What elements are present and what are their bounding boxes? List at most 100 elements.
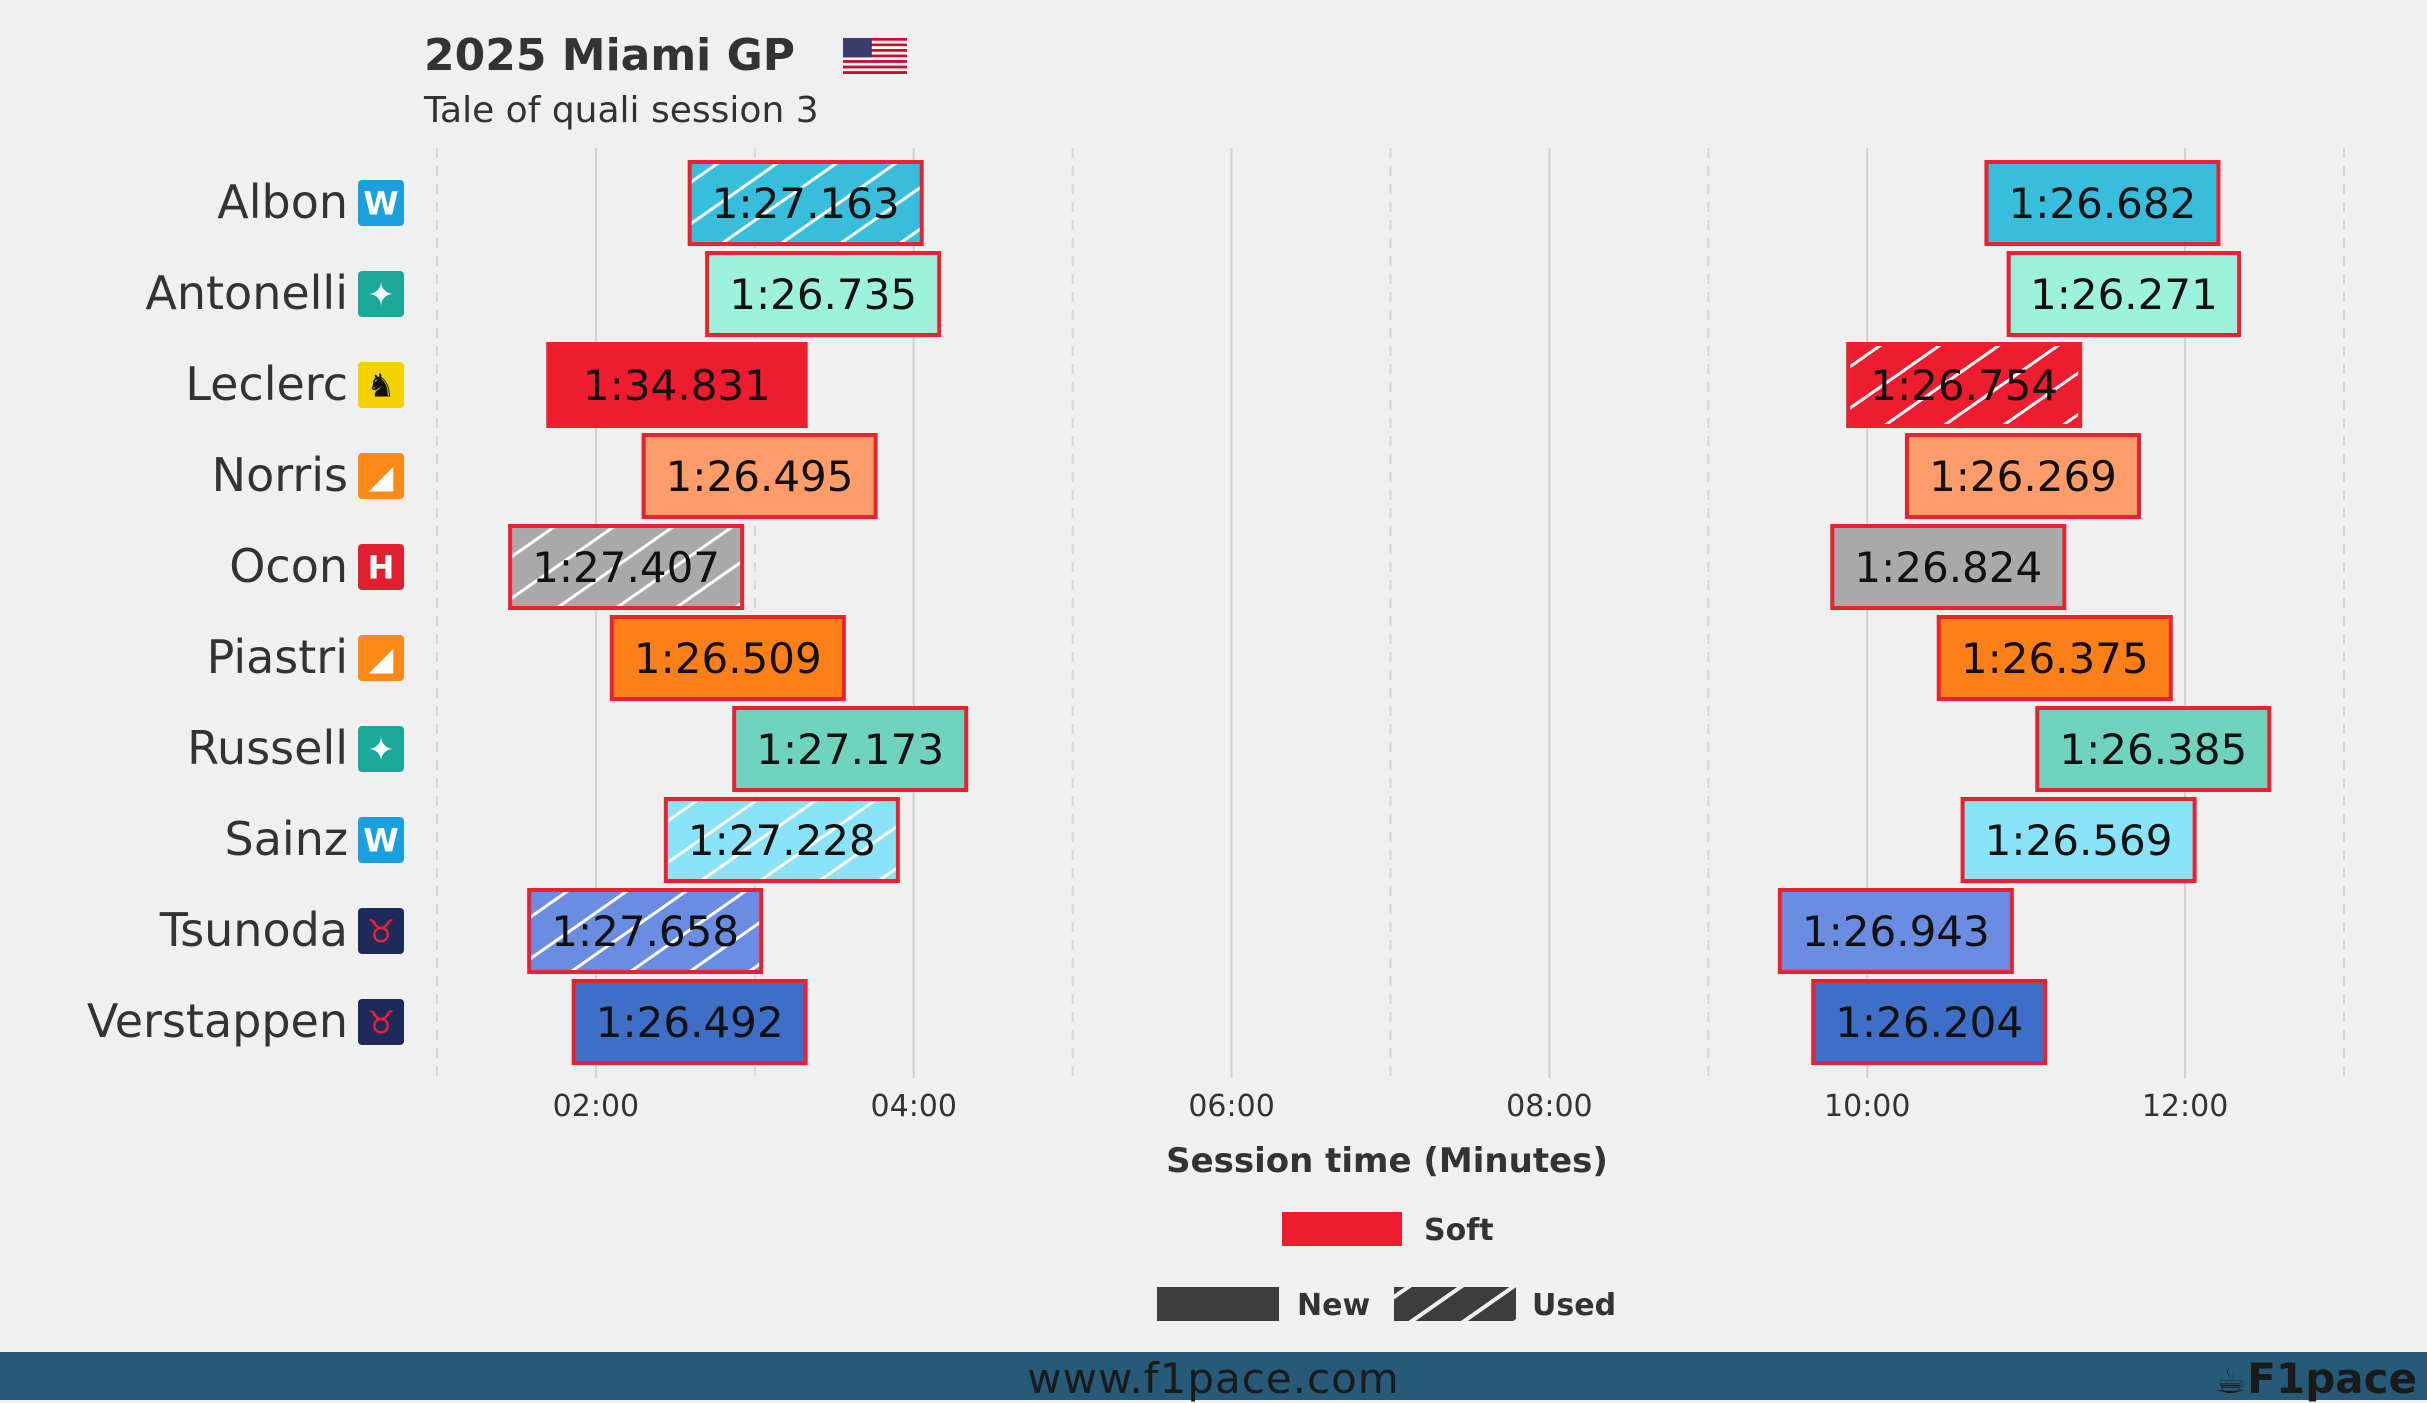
lap-bar: 1:26.385	[2035, 706, 2272, 792]
lap-bar-border	[732, 706, 969, 792]
lap-bar: 1:26.495	[641, 433, 878, 519]
footer-url[interactable]: www.f1pace.com	[1027, 1354, 1400, 1403]
lap-time-label: 1:27.658	[551, 907, 739, 956]
lap-time-label: 1:26.385	[2059, 725, 2247, 774]
legend-used-label: Used	[1532, 1288, 1616, 1323]
lap-bar: 1:27.228	[663, 797, 900, 883]
flag-canton	[843, 38, 872, 58]
x-tick-label: 02:00	[553, 1089, 639, 1124]
lap-time-label: 1:26.824	[1854, 543, 2042, 592]
legend-soft-label: Soft	[1424, 1213, 1494, 1248]
mclaren-logo-icon-bg	[358, 635, 404, 681]
lap-time-label: 1:26.271	[2030, 270, 2218, 319]
flag-stripe	[843, 62, 907, 66]
flag-stripe	[843, 71, 907, 74]
lap-time-label: 1:26.495	[666, 452, 854, 501]
lap-bar-hatch	[665, 799, 898, 881]
lap-bar-border	[1846, 342, 2083, 428]
x-tick-label: 04:00	[871, 1089, 957, 1124]
redbull-logo-icon-glyph: ♉	[367, 1004, 396, 1042]
lap-bar-fill	[734, 708, 967, 790]
mercedes-logo-icon: ✦	[358, 271, 404, 317]
lap-bar-fill	[1906, 435, 2139, 517]
haas-logo-icon: H	[358, 544, 404, 590]
flag-stripe	[843, 65, 907, 69]
lap-bar-border	[546, 342, 808, 428]
x-tick-label: 12:00	[2142, 1089, 2228, 1124]
mclaren-logo-icon: ◢	[358, 453, 404, 499]
lap-bar-fill	[2037, 708, 2270, 790]
lap-bar-border	[1984, 160, 2221, 246]
williams-logo-icon-glyph: W	[363, 185, 398, 223]
lap-bar: 1:34.831	[546, 342, 808, 428]
footer-brand: ☕F1pace	[2215, 1354, 2417, 1403]
driver-labels: Albon W Antonelli ✦ Leclerc ♞ Norris ◢ Ocon H Pias…	[87, 175, 404, 1048]
lap-time-label: 1:26.735	[729, 270, 917, 319]
lap-bar-border	[663, 797, 900, 883]
lap-time-label: 1:34.831	[583, 361, 771, 410]
lap-bar-fill	[707, 253, 940, 335]
driver-name-ocon: Ocon	[229, 539, 348, 593]
redbull-logo-icon: ♉	[358, 908, 404, 954]
lap-time-label: 1:26.754	[1870, 361, 2058, 410]
haas-logo-icon-glyph: H	[368, 549, 395, 587]
lap-bar-fill	[1832, 526, 2065, 608]
lap-bar-border	[687, 160, 924, 246]
ferrari-logo-icon-bg	[358, 362, 404, 408]
legend-soft-swatch	[1282, 1212, 1402, 1246]
chart-legend: Soft New Used	[1157, 1212, 1616, 1323]
flag-stripe	[843, 57, 907, 61]
lap-time-label: 1:27.228	[688, 816, 876, 865]
lap-bar-border	[1811, 979, 2048, 1065]
lap-time-label: 1:26.509	[634, 634, 822, 683]
lap-bar-fill	[1962, 799, 2195, 881]
chart-title: 2025 Miami GP	[424, 30, 795, 81]
lap-bar-border	[1936, 615, 2173, 701]
flag-stripe	[843, 43, 907, 47]
lap-bar-fill	[1813, 981, 2046, 1063]
lap-bar: 1:26.204	[1811, 979, 2048, 1065]
flag-stripe	[843, 38, 907, 41]
x-tick-label: 06:00	[1188, 1089, 1274, 1124]
flag-stripe	[843, 51, 907, 55]
driver-name-sainz: Sainz	[225, 812, 348, 866]
lap-time-label: 1:26.204	[1835, 998, 2023, 1047]
coffee-cup-logo-icon: ☕	[2215, 1361, 2248, 1402]
lap-bar-border	[1830, 524, 2067, 610]
lap-bar-border	[609, 615, 846, 701]
redbull-logo-icon: ♉	[358, 999, 404, 1045]
driver-name-tsunoda: Tsunoda	[159, 903, 348, 957]
lap-bar-hatch	[510, 526, 743, 608]
tale-of-quali-chart: 1:27.163 1:26.682 1:26.735 1:26.271 1:34.831…	[87, 30, 2345, 1323]
lap-bar: 1:26.754	[1846, 342, 2083, 428]
mercedes-logo-icon: ✦	[358, 726, 404, 772]
ferrari-logo-icon-glyph: ♞	[367, 367, 396, 405]
williams-logo-icon-bg	[358, 817, 404, 863]
lap-bar-hatch	[529, 890, 762, 972]
driver-name-piastri: Piastri	[207, 630, 348, 684]
williams-logo-icon-glyph: W	[363, 822, 398, 860]
driver-name-albon: Albon	[217, 175, 348, 229]
williams-logo-icon-bg	[358, 180, 404, 226]
lap-bar-border	[1904, 433, 2141, 519]
flag-stripe	[843, 46, 907, 50]
chart-subtitle: Tale of quali session 3	[423, 90, 819, 131]
lap-time-label: 1:26.375	[1961, 634, 2149, 683]
lap-bar: 1:27.163	[687, 160, 924, 246]
lap-time-label: 1:27.163	[712, 179, 900, 228]
mclaren-logo-icon-glyph: ◢	[369, 458, 394, 496]
driver-name-norris: Norris	[212, 448, 348, 502]
lap-bar-hatch	[689, 162, 922, 244]
lap-bar: 1:26.735	[705, 251, 942, 337]
lap-bar-border	[1777, 888, 2014, 974]
mercedes-logo-icon-bg	[358, 271, 404, 317]
driver-name-verstappen: Verstappen	[87, 994, 348, 1048]
lap-bar: 1:27.407	[508, 524, 745, 610]
lap-bar: 1:26.375	[1936, 615, 2173, 701]
lap-bar: 1:27.658	[527, 888, 764, 974]
lap-bar-border	[508, 524, 745, 610]
driver-name-russell: Russell	[187, 721, 348, 775]
lap-bar-fill	[573, 981, 806, 1063]
driver-name-leclerc: Leclerc	[185, 357, 348, 411]
lap-bar: 1:26.682	[1984, 160, 2221, 246]
